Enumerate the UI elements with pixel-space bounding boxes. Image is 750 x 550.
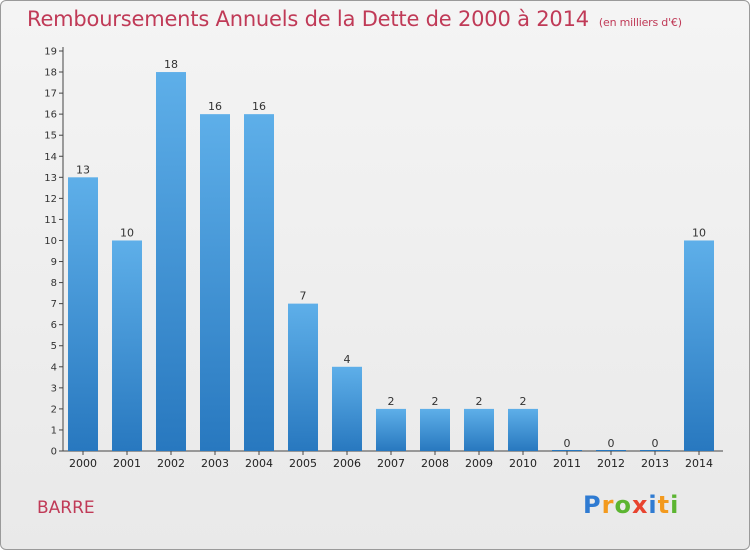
bar-value-label: 13 — [76, 163, 90, 176]
bar-value-label: 10 — [120, 226, 134, 239]
y-tick-label: 18 — [44, 68, 57, 79]
bar — [596, 450, 626, 451]
x-tick-label: 2009 — [465, 457, 493, 470]
x-tick-label: 2002 — [157, 457, 185, 470]
proxiti-logo: Proxiti — [583, 491, 679, 519]
y-tick-label: 3 — [51, 383, 57, 394]
x-tick-label: 2014 — [685, 457, 713, 470]
y-tick-label: 15 — [44, 131, 57, 142]
x-tick-label: 2011 — [553, 457, 581, 470]
x-tick-label: 2006 — [333, 457, 361, 470]
y-tick-label: 9 — [51, 257, 57, 268]
bar — [376, 408, 406, 451]
logo-letter: i — [648, 491, 658, 519]
commune-name: BARRE — [37, 498, 95, 518]
y-tick-label: 6 — [51, 320, 57, 331]
bar — [200, 114, 230, 451]
x-tick-label: 2000 — [69, 457, 97, 470]
bar — [464, 408, 494, 451]
bar-value-label: 4 — [344, 353, 351, 366]
bar-value-label: 0 — [652, 437, 659, 450]
bar — [244, 114, 274, 451]
y-tick-label: 10 — [44, 236, 57, 247]
bar — [68, 177, 98, 451]
y-tick-label: 5 — [51, 341, 57, 352]
bar-value-label: 16 — [252, 100, 266, 113]
bar — [288, 303, 318, 451]
x-tick-label: 2001 — [113, 457, 141, 470]
x-tick-label: 2013 — [641, 457, 669, 470]
chart-title: Remboursements Annuels de la Dette de 20… — [27, 7, 682, 31]
y-tick-label: 13 — [44, 173, 57, 184]
bar — [508, 408, 538, 451]
bar-value-label: 0 — [564, 437, 571, 450]
bar-value-label: 2 — [388, 395, 395, 408]
bar-value-label: 2 — [432, 395, 439, 408]
chart-subtitle: (en milliers d'€) — [598, 16, 682, 29]
y-tick-label: 11 — [44, 215, 57, 226]
x-tick-label: 2004 — [245, 457, 273, 470]
logo-letter: x — [631, 491, 649, 519]
logo-letter: o — [614, 491, 632, 519]
bar — [552, 450, 582, 451]
chart-title-text: Remboursements Annuels de la Dette de 20… — [27, 7, 589, 31]
bar — [640, 450, 670, 451]
bar-value-label: 2 — [476, 395, 483, 408]
y-tick-label: 12 — [44, 194, 57, 205]
logo-letter: P — [583, 491, 602, 519]
bar-value-label: 0 — [608, 437, 615, 450]
bar-value-label: 18 — [164, 58, 178, 71]
bar-value-label: 2 — [520, 395, 527, 408]
y-tick-label: 19 — [44, 47, 57, 58]
y-tick-label: 0 — [51, 447, 57, 458]
logo-letter: t — [657, 491, 671, 519]
x-tick-label: 2010 — [509, 457, 537, 470]
y-tick-label: 4 — [51, 362, 57, 373]
x-tick-label: 2012 — [597, 457, 625, 470]
x-tick-label: 2007 — [377, 457, 405, 470]
y-tick-label: 1 — [51, 425, 57, 436]
y-tick-label: 7 — [51, 299, 57, 310]
bar — [112, 240, 142, 451]
bar-value-label: 16 — [208, 100, 222, 113]
y-tick-label: 8 — [51, 278, 57, 289]
y-tick-label: 16 — [44, 110, 57, 121]
bar — [420, 408, 450, 451]
bar — [684, 240, 714, 451]
logo-letter: r — [601, 491, 615, 519]
x-tick-label: 2008 — [421, 457, 449, 470]
y-tick-label: 14 — [44, 152, 57, 163]
y-tick-label: 2 — [51, 404, 57, 415]
logo-letter: i — [670, 491, 680, 519]
x-tick-label: 2003 — [201, 457, 229, 470]
y-tick-label: 17 — [44, 89, 57, 100]
bar-value-label: 10 — [692, 226, 706, 239]
bar — [156, 72, 186, 451]
bar — [332, 366, 362, 451]
bar-value-label: 7 — [300, 290, 307, 303]
x-tick-label: 2005 — [289, 457, 317, 470]
